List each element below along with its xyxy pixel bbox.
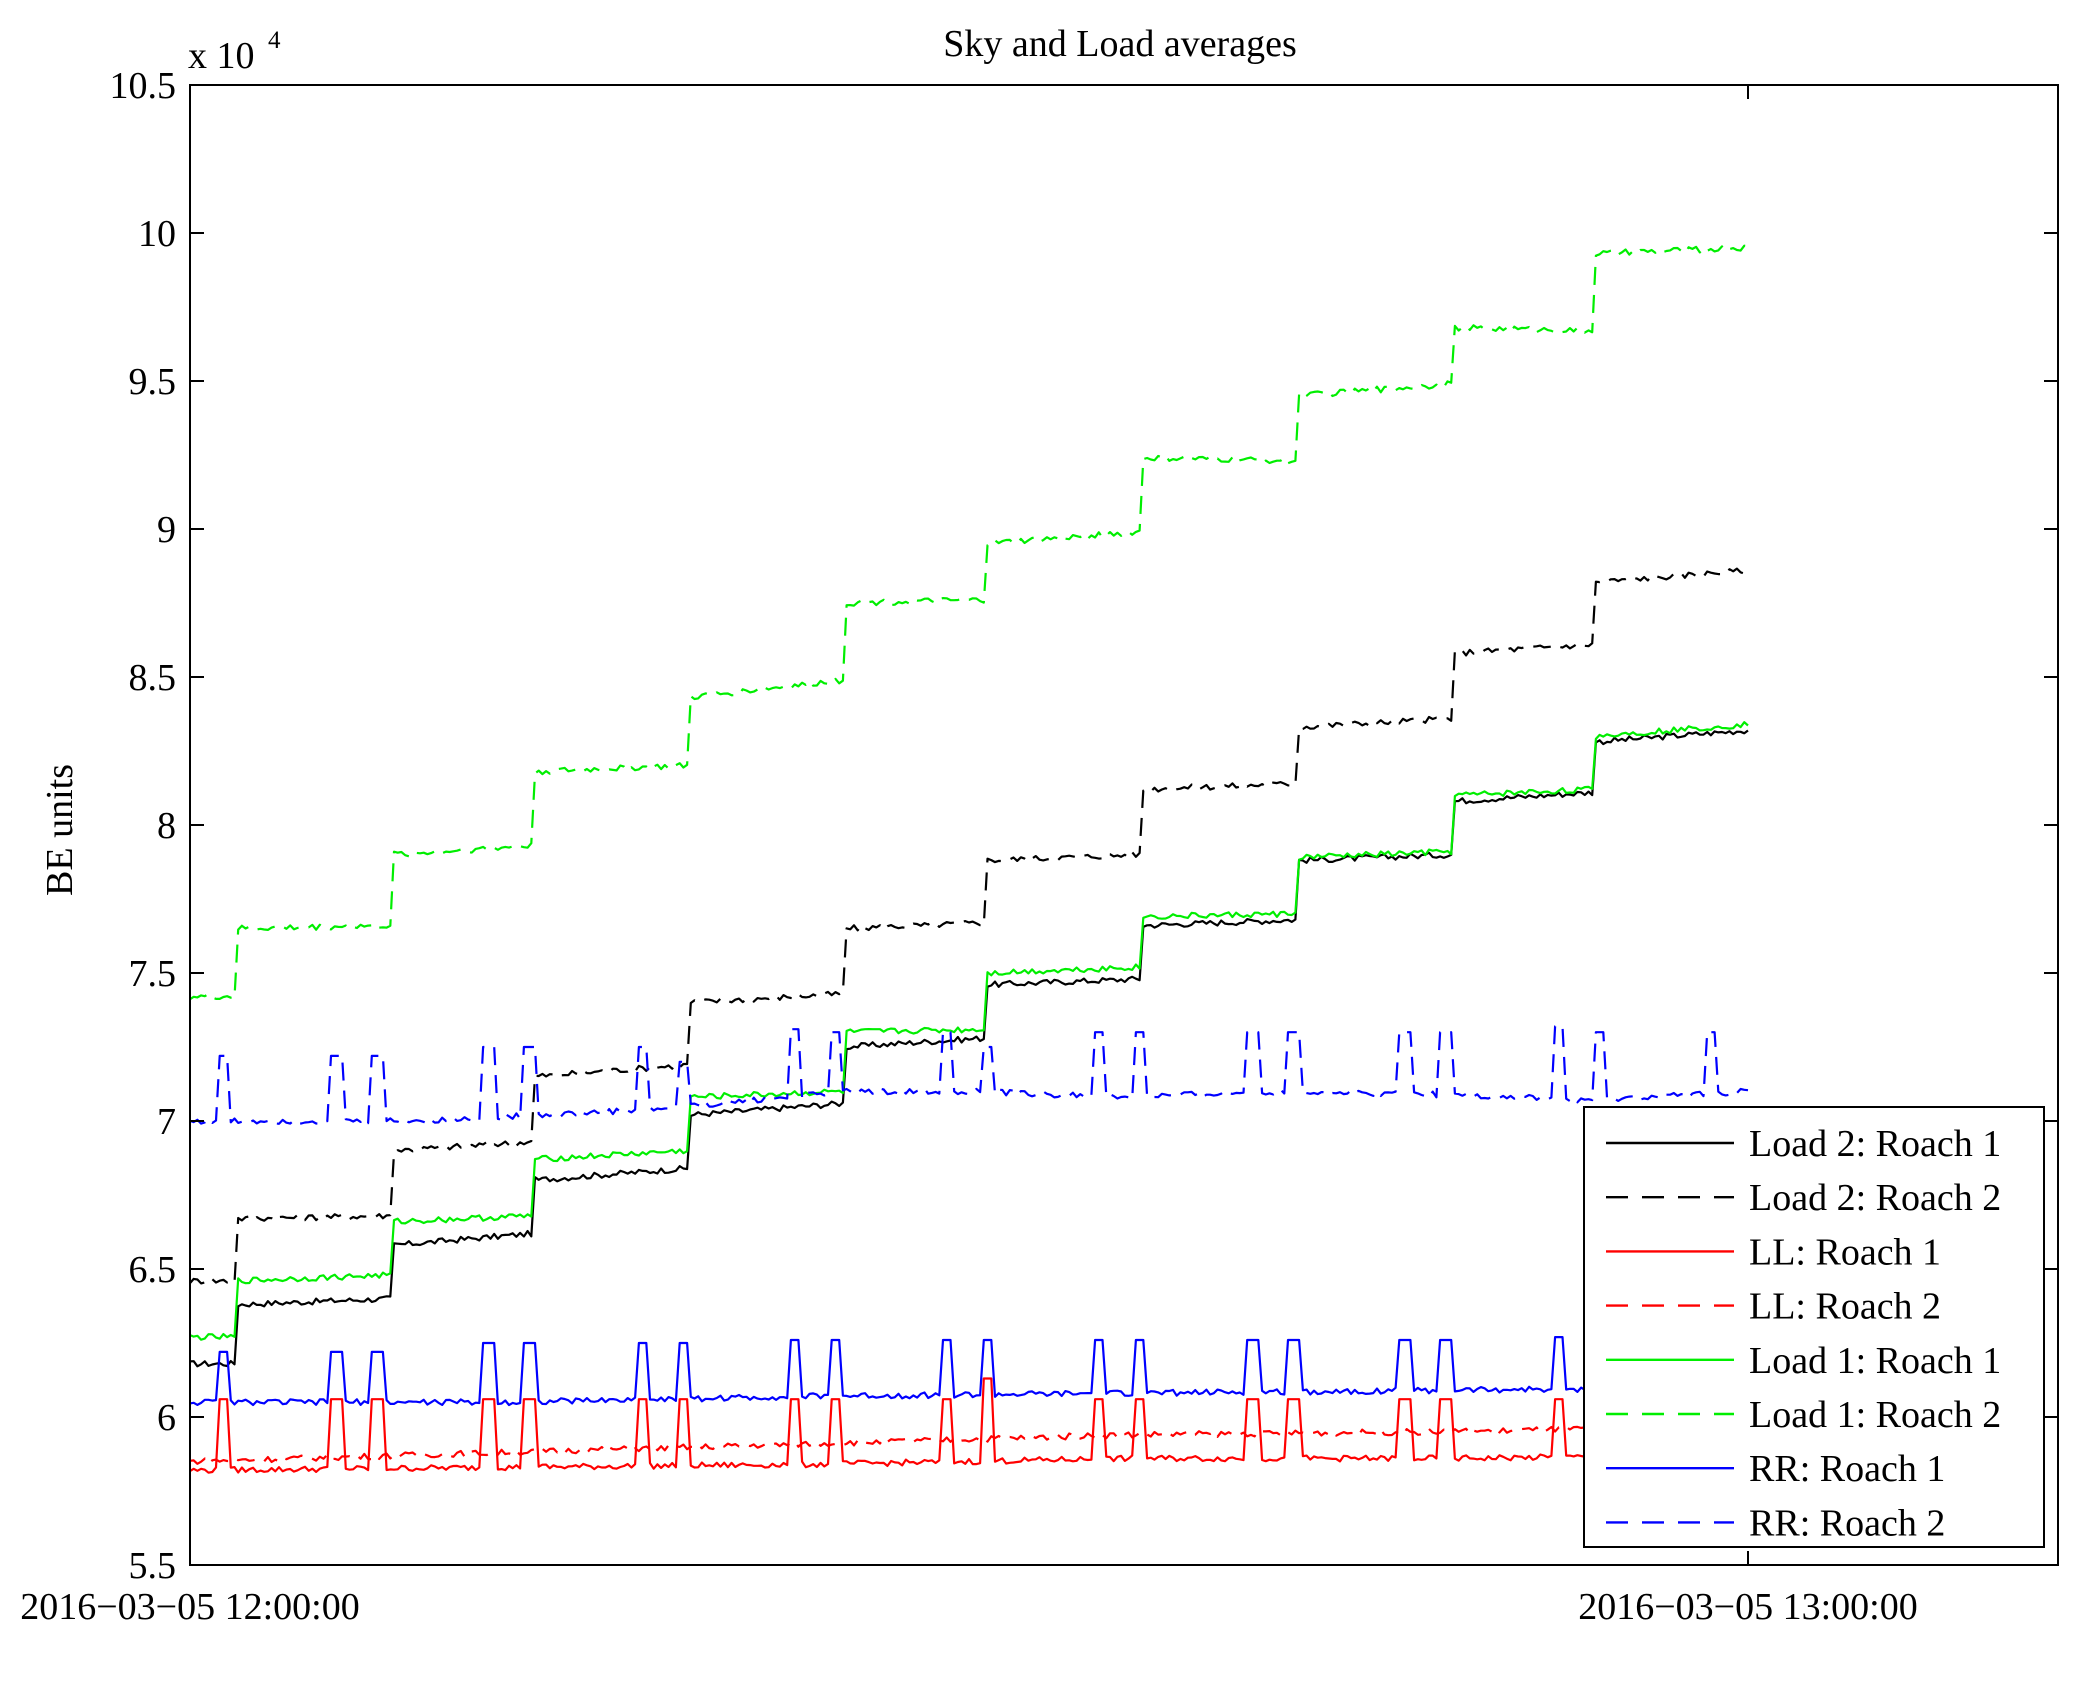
chart-title: Sky and Load averages	[943, 23, 1297, 65]
y-tick-label: 10.5	[110, 65, 177, 107]
y-tick-label: 5.5	[129, 1545, 177, 1587]
y-axis-label: BE units	[39, 764, 81, 896]
series-line-rr-roach-1	[189, 1336, 1749, 1407]
legend-label: RR: Roach 1	[1749, 1448, 1945, 1490]
legend: Load 2: Roach 1 Load 2: Roach 2 LL: Roach …	[1583, 1106, 2045, 1548]
axes: 5.5 6 6.5 7 7.5 8 8.5 9 9.5 10 10.5 2016−03−05 12:0…	[20, 65, 2059, 1628]
legend-label: Load 2: Roach 1	[1749, 1123, 2001, 1165]
y-tick-label: 7	[157, 1101, 176, 1143]
y-tick-label: 6	[157, 1397, 176, 1439]
y-multiplier-base: x 10	[188, 35, 255, 77]
series-line-ll-roach-1	[189, 1377, 1749, 1474]
y-tick-label: 7.5	[129, 953, 177, 995]
plot-series	[189, 244, 1749, 1474]
series-line-load-2-roach-2	[189, 567, 1749, 1285]
y-tick-label: 9	[157, 509, 176, 551]
legend-label: LL: Roach 1	[1749, 1231, 1941, 1273]
series-line-load-2-roach-1	[189, 729, 1749, 1368]
y-tick-label: 6.5	[129, 1249, 177, 1291]
y-multiplier-exponent: 4	[268, 27, 281, 54]
y-tick-label: 8.5	[129, 657, 177, 699]
legend-label: Load 1: Roach 2	[1749, 1394, 2001, 1436]
series-line-load-1-roach-2	[189, 244, 1749, 1001]
x-tick-label: 2016−03−05 12:00:00	[20, 1586, 359, 1628]
legend-label: RR: Roach 2	[1749, 1502, 1945, 1544]
series-line-ll-roach-2	[189, 1422, 1749, 1465]
y-multiplier: x 10 4	[188, 27, 281, 77]
legend-label: LL: Roach 2	[1749, 1286, 1941, 1328]
x-tick-label: 2016−03−05 13:00:00	[1578, 1586, 1917, 1628]
y-tick-label: 8	[157, 805, 176, 847]
legend-label: Load 1: Roach 1	[1749, 1340, 2001, 1382]
series-line-rr-roach-2	[189, 1025, 1749, 1125]
series-line-load-1-roach-1	[189, 721, 1749, 1341]
legend-box	[1583, 1106, 2045, 1548]
legend-label: Load 2: Roach 2	[1749, 1177, 2001, 1219]
y-tick-label: 10	[138, 213, 176, 255]
y-tick-label: 9.5	[129, 361, 177, 403]
